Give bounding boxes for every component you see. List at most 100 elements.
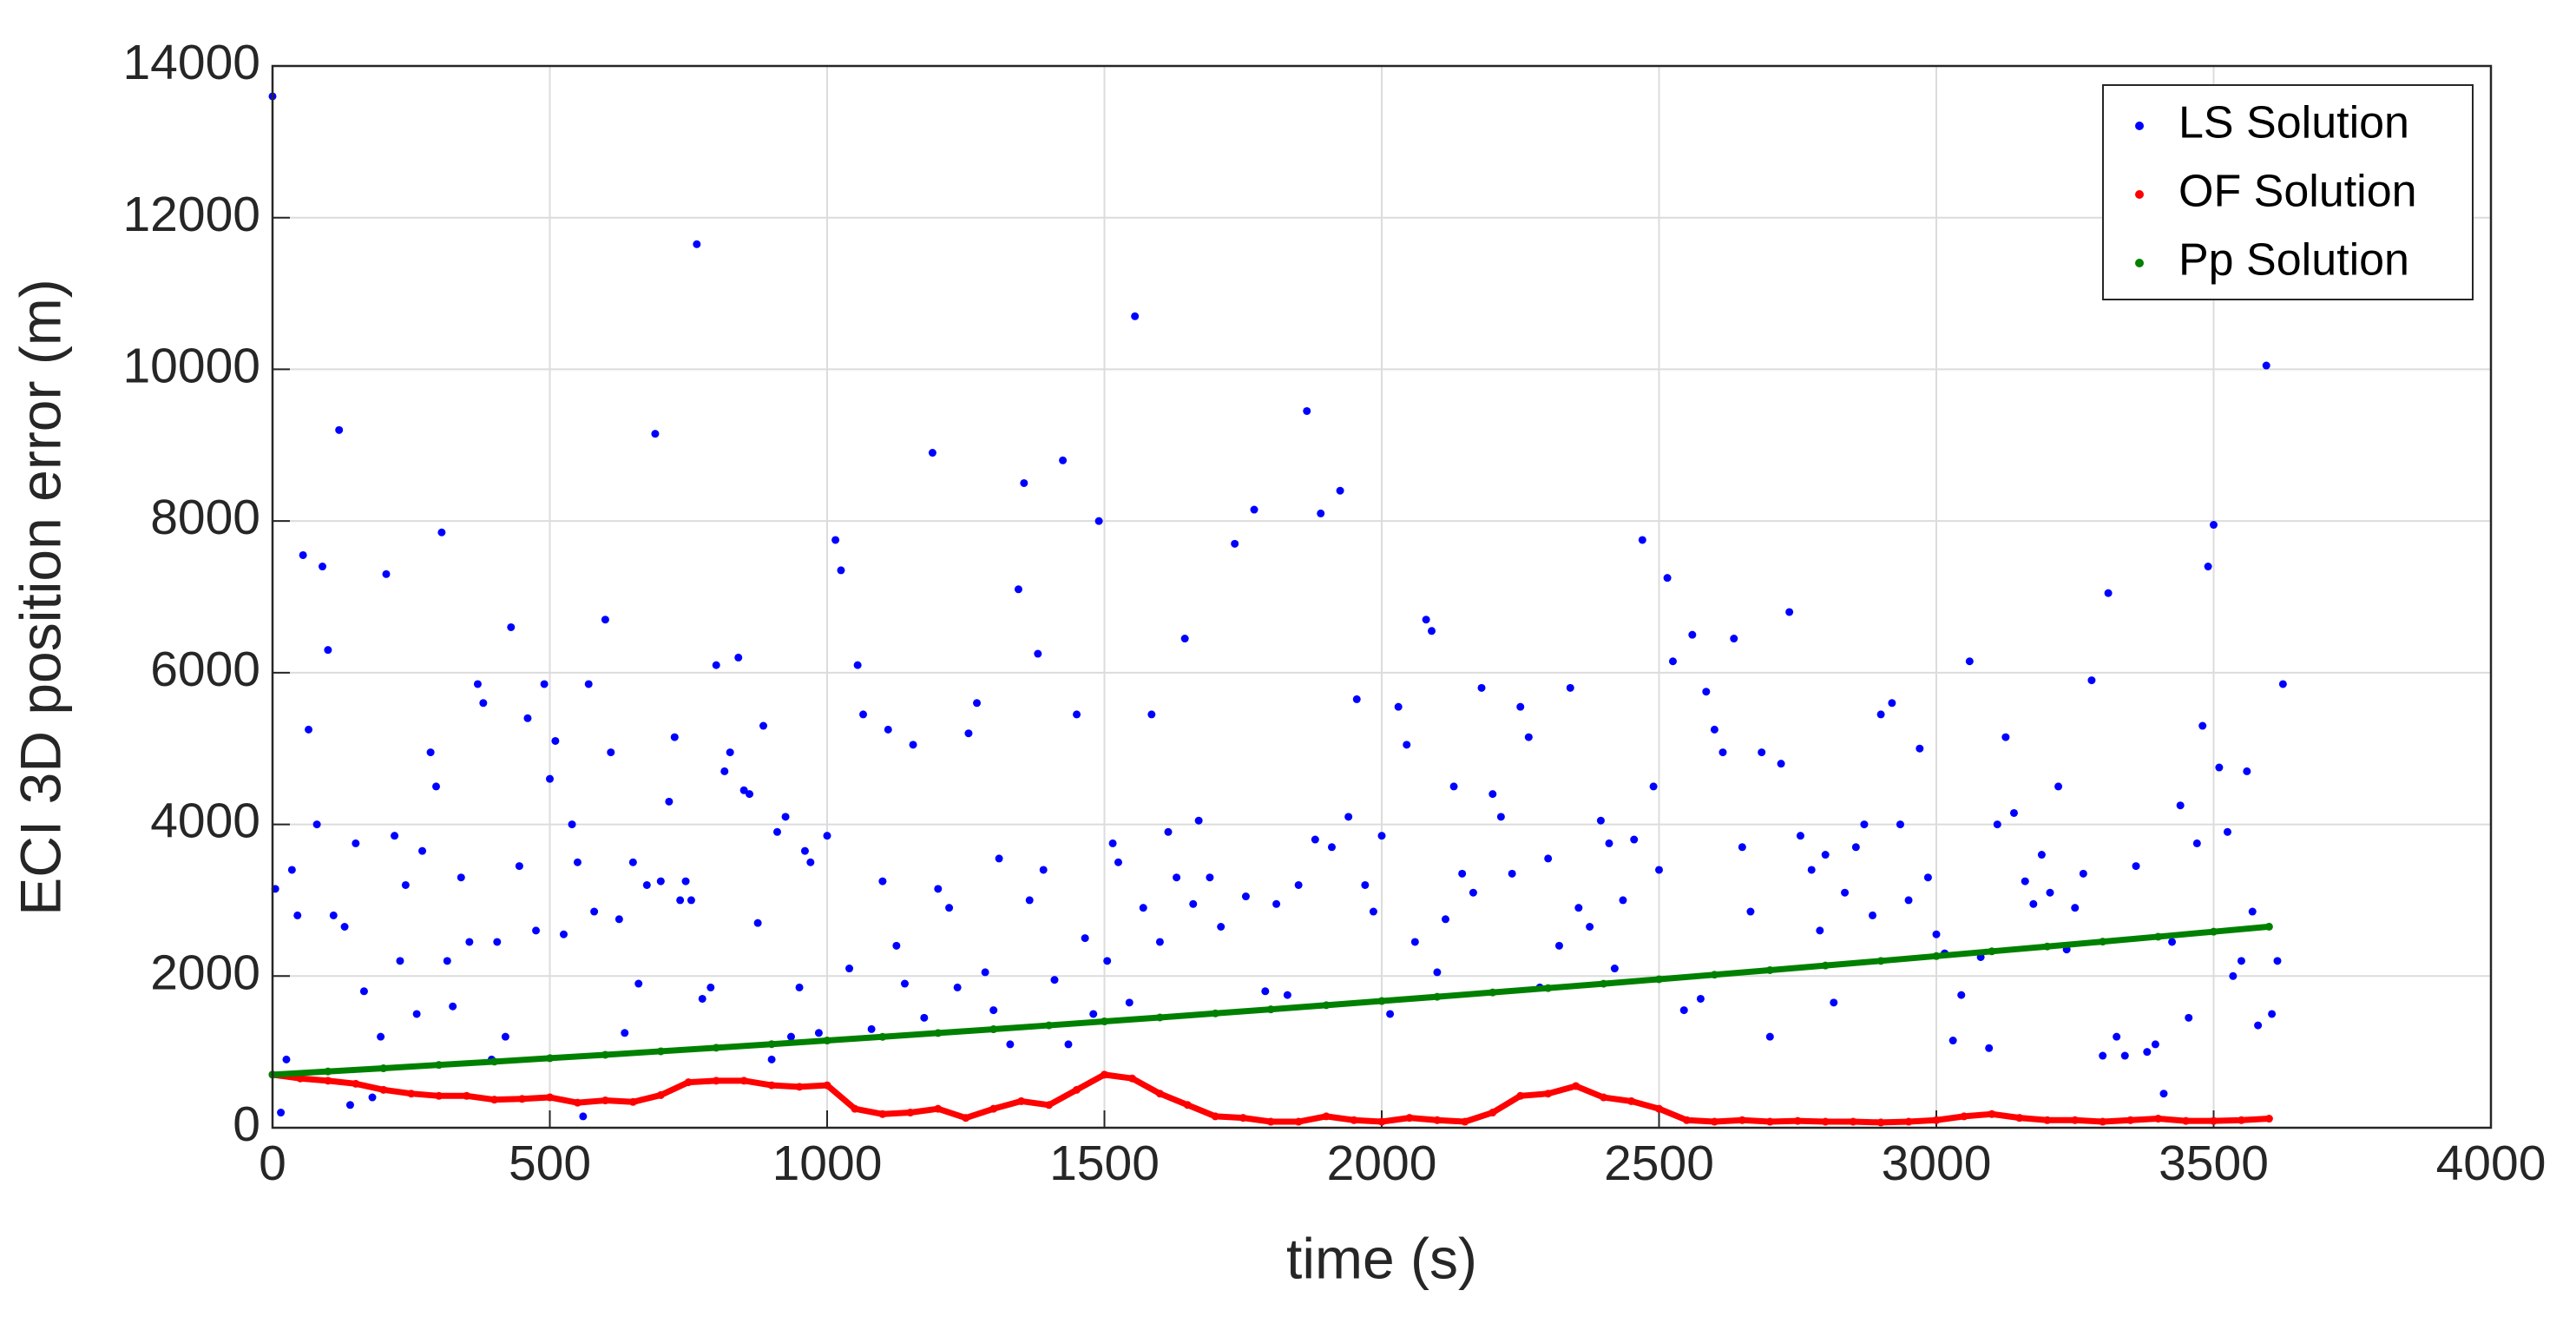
point (1896, 820, 1904, 829)
point (621, 1029, 629, 1037)
point (1516, 1091, 1525, 1100)
point (2104, 589, 2113, 597)
point (551, 736, 560, 745)
point (319, 563, 327, 571)
point (851, 1104, 859, 1113)
point (1101, 1017, 1108, 1026)
legend-label: Pp Solution (2178, 235, 2409, 286)
point (2120, 1051, 2129, 1060)
point (831, 536, 840, 544)
point (540, 680, 549, 688)
point (1294, 880, 1303, 889)
point (1765, 1032, 1774, 1041)
point (634, 979, 643, 988)
x-tick-label: 500 (509, 1136, 591, 1191)
point (568, 820, 576, 829)
point (1605, 839, 1613, 847)
point (1094, 517, 1103, 525)
point (345, 1101, 354, 1110)
point (579, 1112, 588, 1121)
point (1524, 733, 1533, 741)
point (1985, 1044, 1994, 1052)
point (1089, 1010, 1098, 1018)
point (1655, 1104, 1663, 1113)
legend-box (2102, 84, 2474, 300)
point (614, 915, 623, 924)
point (1461, 1117, 1469, 1126)
point (2071, 904, 2080, 912)
point (1821, 1117, 1830, 1126)
point (1311, 835, 1319, 844)
point (1294, 1117, 1303, 1126)
point (601, 1050, 609, 1059)
point (463, 1091, 471, 1100)
point (1231, 539, 1239, 548)
point (1173, 873, 1181, 882)
point (2046, 888, 2054, 897)
point (490, 1057, 499, 1066)
point (1841, 888, 1850, 897)
point (989, 1006, 998, 1015)
point (934, 885, 943, 893)
point (2237, 1116, 2245, 1124)
point (2154, 932, 2163, 941)
point (734, 653, 743, 662)
point (1860, 820, 1869, 829)
point (443, 957, 451, 965)
point (2254, 1021, 2263, 1030)
point (1194, 816, 1203, 825)
point (1322, 1112, 1331, 1121)
point (693, 240, 701, 248)
point (1821, 851, 1830, 859)
point (2099, 1051, 2107, 1060)
point (1025, 896, 1034, 905)
point (656, 1090, 665, 1099)
point (1904, 896, 1913, 905)
point (432, 782, 441, 791)
series-line (272, 923, 2270, 1078)
point (1566, 683, 1574, 692)
point (1993, 820, 2001, 829)
point (379, 1085, 388, 1094)
point (781, 813, 790, 821)
point (1045, 1021, 1054, 1030)
point (928, 449, 936, 458)
point (2168, 938, 2177, 946)
point (473, 680, 482, 688)
point (1433, 968, 1442, 977)
point (2087, 676, 2096, 685)
point (681, 877, 690, 886)
point (628, 858, 637, 866)
point (920, 1013, 929, 1022)
point (1449, 782, 1458, 791)
point (1064, 1040, 1073, 1049)
point (1250, 505, 1258, 514)
y-tick-label: 14000 (122, 35, 260, 90)
point (1738, 1116, 1746, 1124)
point (523, 714, 532, 722)
point (607, 748, 615, 757)
point (1377, 1117, 1386, 1126)
point (1039, 866, 1048, 874)
point (1350, 1116, 1358, 1124)
point (1239, 1114, 1247, 1123)
point (642, 880, 651, 889)
point (1849, 1117, 1857, 1126)
point (2248, 907, 2257, 916)
point (412, 1010, 421, 1018)
point (909, 741, 917, 749)
x-tick-label: 2500 (1604, 1136, 1714, 1191)
point (1261, 987, 1270, 996)
point (1596, 816, 1605, 825)
point (1344, 813, 1353, 821)
point (1488, 790, 1497, 799)
point (1923, 873, 1932, 882)
point (676, 896, 685, 905)
legend-marker (2135, 259, 2144, 267)
point (2079, 869, 2087, 878)
point (726, 748, 734, 757)
point (601, 616, 609, 624)
point (2099, 1117, 2107, 1126)
point (2154, 1115, 2163, 1123)
